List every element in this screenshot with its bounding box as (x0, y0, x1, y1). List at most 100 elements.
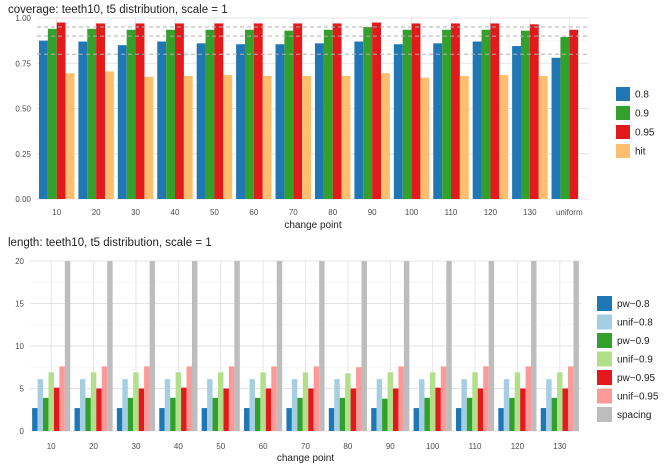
bar (328, 408, 335, 431)
bar (498, 408, 504, 431)
bar (159, 408, 165, 431)
x-tick-label: 30 (131, 208, 140, 217)
x-tick-label: 20 (89, 442, 98, 451)
bar (483, 366, 489, 431)
x-tick-label: uniform (556, 208, 583, 217)
bar (207, 379, 213, 431)
bar (196, 43, 206, 200)
x-tick-label: 60 (259, 442, 268, 451)
x-tick-label: 70 (301, 442, 310, 451)
bar (183, 75, 193, 199)
x-tick-label: 100 (426, 442, 440, 451)
bar (78, 41, 88, 199)
legend-label: pw−0.95 (617, 373, 656, 384)
bar (520, 388, 526, 431)
y-tick-label: 0 (20, 427, 25, 436)
x-tick-label: 80 (328, 208, 337, 217)
bar (254, 397, 261, 431)
bar (490, 23, 500, 200)
bar (135, 23, 145, 200)
bar (122, 379, 128, 431)
bar (38, 40, 48, 199)
bar (424, 397, 430, 431)
x-tick-label: 10 (52, 208, 61, 217)
legend-swatch (616, 144, 630, 158)
legend-label: spacing (617, 410, 651, 421)
chart-title: coverage: teeth10, t5 distribution, scal… (8, 4, 228, 16)
y-tick-label: 0.75 (15, 59, 31, 68)
bar (164, 379, 171, 431)
bar (314, 43, 324, 200)
x-tick-label: 130 (553, 442, 567, 451)
bar (466, 397, 473, 431)
bar (144, 76, 154, 199)
bar (32, 408, 38, 431)
legend-label: pw−0.8 (617, 299, 650, 310)
bar (433, 43, 443, 200)
bar (291, 379, 298, 431)
x-tick-label: 40 (174, 442, 183, 451)
bar (387, 372, 393, 431)
bar (551, 397, 558, 431)
bar (284, 30, 294, 200)
x-tick-label: 120 (484, 208, 498, 217)
bar (107, 261, 113, 431)
bar (354, 41, 364, 199)
y-tick-label: 0.25 (15, 150, 31, 159)
bar (244, 408, 250, 431)
bar (244, 29, 254, 199)
bar (372, 22, 382, 200)
bar (249, 379, 255, 431)
bar (181, 387, 187, 431)
legend-label: unif−0.9 (617, 355, 653, 366)
bar (101, 366, 108, 431)
bar (74, 408, 80, 431)
bar (472, 41, 482, 199)
bar (531, 261, 537, 431)
bar (546, 379, 552, 431)
y-tick-label: 10 (15, 342, 24, 351)
bar (43, 397, 49, 431)
bar (345, 373, 351, 431)
bar (117, 45, 127, 200)
bar (234, 261, 240, 431)
x-tick-label: 120 (511, 442, 525, 451)
bar (420, 77, 430, 199)
legend-label: hit (635, 147, 646, 158)
bar (308, 388, 314, 431)
x-axis-label: change point (284, 220, 341, 231)
bar (149, 261, 156, 431)
bar (297, 397, 303, 431)
bar (90, 372, 97, 431)
bar (157, 41, 167, 199)
bar (551, 57, 561, 199)
bar (503, 379, 510, 431)
legend-label: unif−0.8 (617, 318, 653, 329)
bar (402, 29, 412, 199)
bar (138, 388, 145, 431)
legend-label: 0.9 (635, 109, 649, 120)
y-tick-label: 1.00 (15, 14, 31, 23)
x-tick-label: 110 (445, 208, 458, 217)
legend-swatch (597, 388, 612, 404)
bar (56, 22, 66, 200)
legend-label: 0.8 (635, 90, 649, 101)
bar (363, 27, 373, 199)
bar (339, 397, 346, 431)
bar (481, 29, 491, 199)
bar (275, 44, 285, 200)
bar (170, 397, 176, 431)
bar (393, 44, 403, 200)
bar (529, 24, 539, 200)
bar (87, 28, 97, 199)
legend-swatch (597, 407, 612, 422)
bar (451, 23, 460, 200)
bar (520, 30, 530, 200)
bar (350, 388, 357, 431)
y-tick-label: 20 (15, 257, 24, 266)
length-panel: length: teeth10, t5 distribution, scale … (8, 237, 659, 464)
bar (302, 372, 309, 431)
bar (371, 408, 377, 431)
bar (459, 75, 469, 199)
